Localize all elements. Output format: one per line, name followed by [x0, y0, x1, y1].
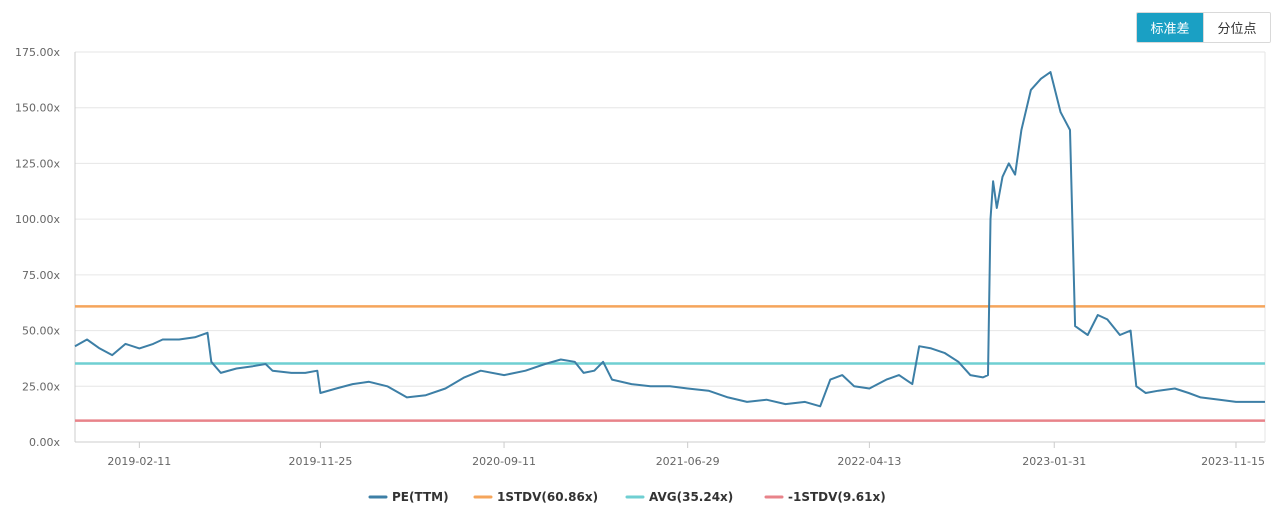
x-tick-label: 2023-01-31	[1022, 455, 1086, 468]
legend: PE(TTM) 1STDV(60.86x) AVG(35.24x) -1STDV(9.…	[368, 490, 886, 504]
y-axis: 0.00x 25.00x 50.00x 75.00x 100.00x 125.00x 150…	[15, 46, 1266, 449]
reference-lines	[75, 305, 1265, 422]
y-tick-label: 50.00x	[22, 325, 60, 338]
x-axis: 2019-02-11 2019-11-25 2020-09-11 2021-06-29…	[107, 442, 1265, 468]
legend-label-0: PE(TTM)	[392, 490, 449, 504]
x-tick-label: 2022-04-13	[837, 455, 901, 468]
toggle-std-button[interactable]: 标准差	[1137, 13, 1203, 42]
y-tick-label: 100.00x	[15, 213, 60, 226]
pe-ttm-line	[74, 71, 1265, 408]
x-tick-label: 2019-11-25	[288, 455, 352, 468]
legend-label-2: AVG(35.24x)	[649, 490, 733, 504]
y-tick-label: 25.00x	[22, 380, 60, 393]
y-tick-label: 0.00x	[29, 436, 60, 449]
x-tick-label: 2020-09-11	[472, 455, 536, 468]
y-tick-label: 150.00x	[15, 102, 60, 115]
series-layer	[74, 71, 1265, 408]
view-toggle-group: 标准差 分位点	[1136, 12, 1271, 43]
grid-layer	[75, 51, 1265, 443]
y-tick-label: 75.00x	[22, 269, 60, 282]
y-tick-label: 175.00x	[15, 46, 60, 59]
x-tick-label: 2023-11-15	[1201, 455, 1265, 468]
legend-label-3: -1STDV(9.61x)	[788, 490, 886, 504]
x-tick-label: 2019-02-11	[107, 455, 171, 468]
toggle-percentile-button[interactable]: 分位点	[1203, 13, 1270, 42]
x-tick-label: 2021-06-29	[656, 455, 720, 468]
y-tick-label: 125.00x	[15, 157, 60, 170]
legend-label-1: 1STDV(60.86x)	[497, 490, 598, 504]
